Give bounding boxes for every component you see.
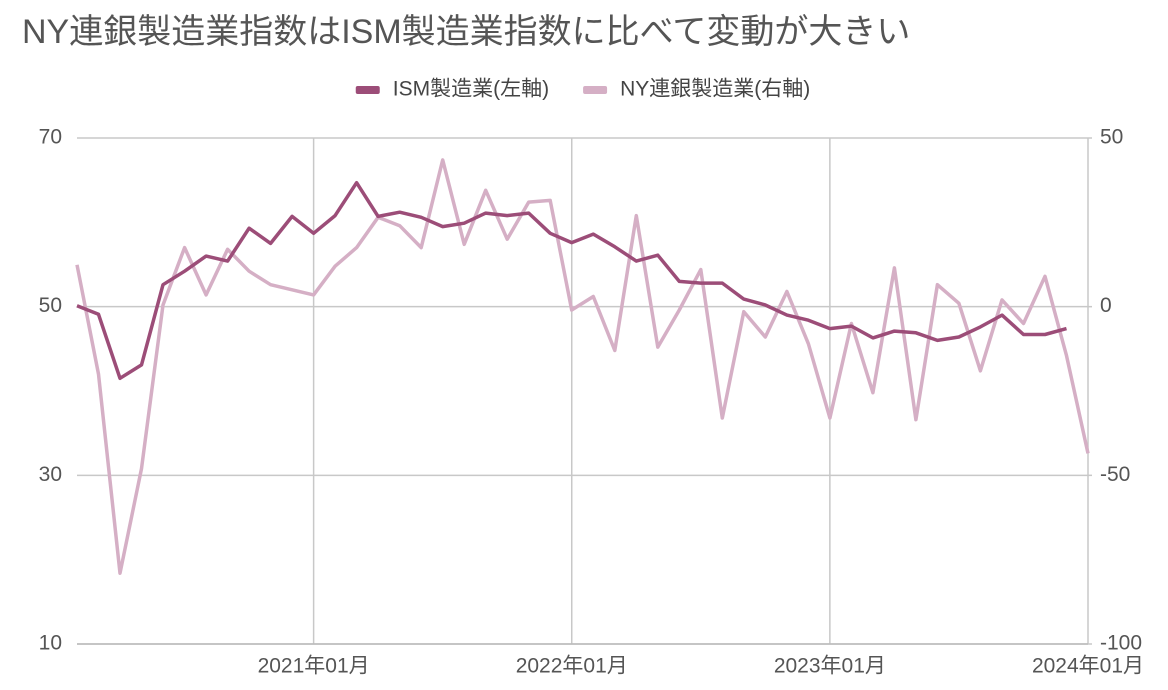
legend-label: ISM製造業(左軸) <box>393 78 549 101</box>
y-tick-label: 70 <box>39 126 62 149</box>
y-tick-label: 50 <box>39 294 62 317</box>
y2-tick-label: 0 <box>1100 294 1112 317</box>
x-tick-label: 2021年01月 <box>258 655 370 678</box>
y2-tick-label: 50 <box>1100 126 1123 149</box>
legend-item: ISM製造業(左軸) <box>355 78 549 101</box>
y-tick-label: 10 <box>39 632 62 655</box>
chart-title: NY連銀製造業指数はISM製造業指数に比べて変動が大きい <box>22 13 910 51</box>
series-line <box>76 180 1067 381</box>
x-tick-label: 2024年01月 <box>1032 655 1144 678</box>
y-tick-label: 30 <box>39 463 62 486</box>
legend-swatch <box>355 86 380 94</box>
series-line <box>75 158 1090 575</box>
legend: ISM製造業(左軸) NY連銀製造業(右軸) <box>355 78 810 101</box>
legend-label: NY連銀製造業(右軸) <box>620 78 810 101</box>
y2-tick-label: -100 <box>1100 632 1142 655</box>
y2-tick-label: -50 <box>1100 463 1130 486</box>
legend-swatch <box>583 86 608 94</box>
legend-item: NY連銀製造業(右軸) <box>583 78 810 101</box>
x-tick-label: 2022年01月 <box>516 655 628 678</box>
x-tick-label: 2023年01月 <box>774 655 886 678</box>
